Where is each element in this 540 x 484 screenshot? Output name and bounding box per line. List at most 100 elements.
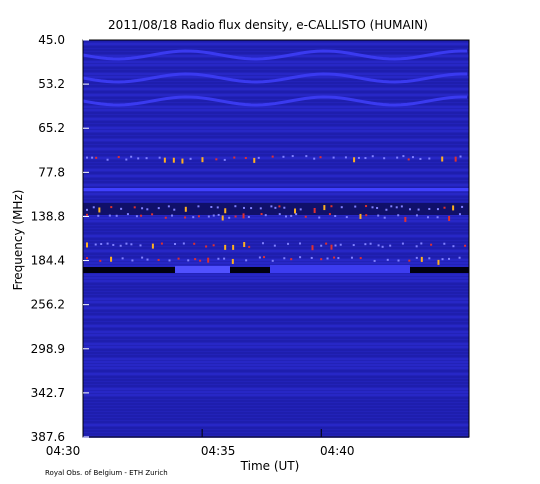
row-shade [83, 169, 469, 171]
speck [461, 205, 464, 208]
row-shade [83, 40, 469, 42]
row-shade [83, 322, 469, 324]
row-shade [83, 46, 469, 48]
speck [359, 257, 362, 260]
row-shade [83, 373, 469, 375]
speck [411, 156, 414, 159]
speck [151, 243, 154, 249]
speck [110, 206, 113, 209]
speck [228, 216, 231, 219]
row-shade [83, 292, 469, 294]
speck [172, 157, 175, 163]
row-shade [83, 418, 469, 420]
row-shade [83, 406, 469, 408]
row-shade [83, 91, 469, 93]
y-axis-label: Frequency (MHz) [11, 190, 25, 291]
speck [184, 206, 187, 212]
bright-band [270, 265, 410, 273]
row-shade [83, 391, 469, 393]
speck [313, 208, 316, 214]
speck [247, 215, 250, 218]
speck [91, 156, 94, 159]
speck [199, 259, 202, 262]
row-shade [83, 250, 469, 252]
speck [168, 259, 171, 262]
speck [283, 257, 286, 260]
row-shade [83, 139, 469, 141]
speck [233, 156, 236, 159]
row-shade [83, 148, 469, 150]
speck [130, 155, 133, 158]
row-shade [83, 184, 469, 186]
row-shade [83, 262, 469, 264]
speck [95, 156, 98, 159]
plot-frame [82, 39, 470, 438]
row-shade [83, 388, 469, 390]
speck [340, 206, 343, 209]
speck [187, 259, 190, 262]
speck [339, 243, 342, 246]
row-shade [83, 157, 469, 159]
speck [401, 242, 404, 245]
row-shade [83, 67, 469, 69]
speck [437, 259, 440, 265]
row-shade [83, 286, 469, 288]
speck [207, 257, 210, 263]
speck [174, 242, 177, 245]
speck [386, 258, 389, 261]
speck [125, 158, 128, 161]
row-shade [83, 124, 469, 126]
speck [135, 215, 138, 218]
speck [126, 213, 129, 216]
row-shade [83, 76, 469, 78]
speck [330, 244, 333, 250]
row-shade [83, 277, 469, 279]
row-shade [83, 58, 469, 60]
row-shade [83, 334, 469, 336]
row-shade [83, 235, 469, 237]
speck [231, 258, 234, 264]
row-shade [83, 421, 469, 423]
speck [253, 157, 256, 163]
row-shade [83, 172, 469, 174]
row-shade [83, 316, 469, 318]
speck [283, 206, 286, 209]
speck [436, 216, 439, 219]
speck [337, 257, 340, 260]
row-shade [83, 223, 469, 225]
y-tick-label: 298.9 [31, 342, 65, 356]
row-shade [83, 379, 469, 381]
speck [223, 257, 226, 260]
speck [333, 256, 336, 259]
row-shade [83, 154, 469, 156]
row-shade [83, 355, 469, 357]
row-shade [83, 175, 469, 177]
row-shade [83, 247, 469, 249]
speck [106, 158, 109, 161]
row-shade [83, 118, 469, 120]
speck [130, 243, 133, 246]
speck [120, 207, 123, 210]
speck [164, 216, 167, 219]
speck [273, 244, 276, 247]
speck [270, 205, 273, 208]
speck [407, 158, 410, 161]
speck [287, 242, 290, 245]
speck [106, 242, 109, 245]
speck [377, 244, 380, 247]
speck [197, 205, 200, 208]
row-shade [83, 352, 469, 354]
speck [131, 259, 134, 262]
speck [244, 157, 247, 160]
speck [458, 213, 461, 216]
row-shade [83, 142, 469, 144]
speck [139, 244, 142, 247]
speck [282, 155, 285, 158]
row-shade [83, 178, 469, 180]
speck [448, 215, 451, 221]
row-shade [83, 88, 469, 90]
speck [99, 259, 102, 262]
speck [332, 156, 335, 159]
speck [86, 257, 88, 260]
